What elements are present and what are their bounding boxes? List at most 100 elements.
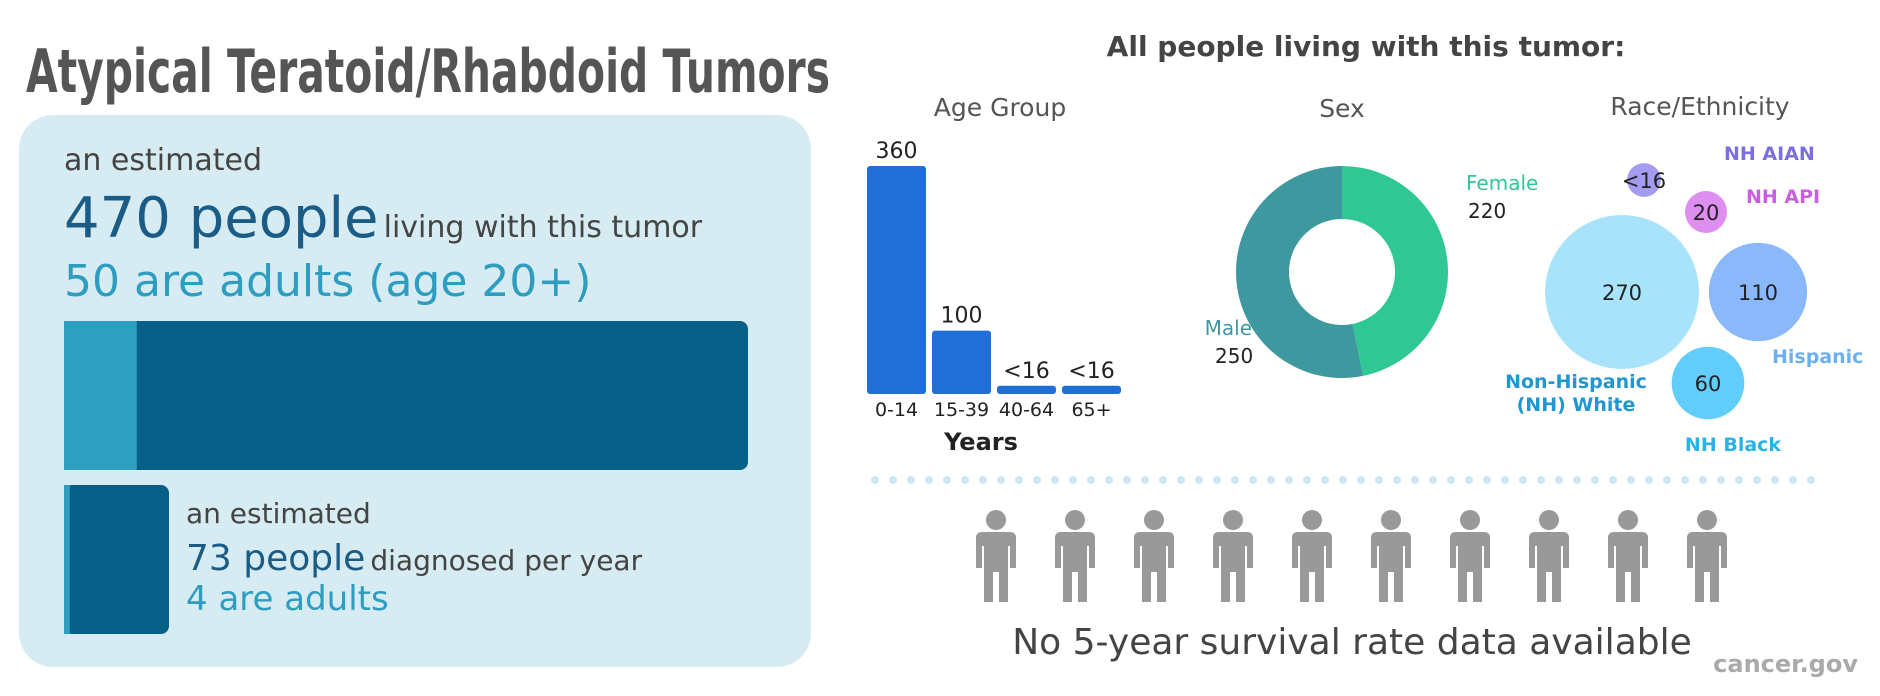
person-body (1213, 532, 1253, 602)
x-axis-label: Years (943, 428, 1018, 456)
divider-dot (943, 476, 951, 484)
person-head (1381, 510, 1401, 530)
divider-dot (1249, 476, 1257, 484)
divider-dot (1105, 476, 1113, 484)
source: cancer.gov (1713, 650, 1858, 678)
person-body (1450, 532, 1490, 602)
person-head (1144, 510, 1164, 530)
person-head (1539, 510, 1559, 530)
person-head (1697, 510, 1717, 530)
person-body (1687, 532, 1727, 602)
bar (867, 166, 926, 394)
person-icon (1371, 510, 1411, 602)
adult-bar (64, 321, 137, 470)
divider-dot (1771, 476, 1779, 484)
value-label: 60 (1695, 372, 1722, 396)
divider-dot (1663, 476, 1671, 484)
lead-text: an estimated (64, 143, 262, 178)
divider-dot (1501, 476, 1509, 484)
bubble (1545, 215, 1699, 369)
divider-dot (1681, 476, 1689, 484)
category-label: NH API (1746, 186, 1820, 208)
value-label: <16 (1003, 359, 1049, 384)
divider-dot (1321, 476, 1329, 484)
value-label: <16 (1622, 169, 1666, 193)
incidence-text: diagnosed per year (370, 544, 642, 577)
incidence-count: 73 people (186, 538, 365, 579)
person-head (1065, 510, 1085, 530)
person-head (1460, 510, 1480, 530)
divider-dot (1231, 476, 1239, 484)
person-icon (1292, 510, 1332, 602)
divider-dot (1429, 476, 1437, 484)
divider-dot (1483, 476, 1491, 484)
value-label: 250 (1215, 344, 1253, 368)
prevalence-text: living with this tumor (384, 210, 703, 245)
divider-dot (1267, 476, 1275, 484)
divider-dot (1033, 476, 1041, 484)
prevalence-count: 470 people (64, 186, 379, 251)
x-tick-label: 65+ (1071, 399, 1111, 421)
divider-dot (1717, 476, 1725, 484)
divider-dot (1159, 476, 1167, 484)
category-label: NH Black (1685, 434, 1781, 456)
prevalence-line: 470 people living with this tumor (64, 186, 703, 251)
incidence-adults: 4 are adults (186, 579, 389, 619)
divider-dot (1393, 476, 1401, 484)
bubble (1627, 163, 1661, 197)
divider-dot (1375, 476, 1383, 484)
value-label: 110 (1738, 281, 1778, 305)
category-label: Male (1205, 316, 1252, 340)
chart-title: Sex (1319, 94, 1365, 123)
divider-dot (889, 476, 897, 484)
divider-dot (1555, 476, 1563, 484)
donut-slice (1342, 166, 1448, 376)
divider-dot (871, 476, 879, 484)
person-icon (1134, 510, 1174, 602)
divider-dot (907, 476, 915, 484)
section-title: All people living with this tumor: (1107, 30, 1626, 63)
person-icon (1055, 510, 1095, 602)
chart-title: Age Group (934, 93, 1066, 122)
person-icon (976, 510, 1016, 602)
divider-dot (1015, 476, 1023, 484)
divider-dot (961, 476, 969, 484)
lead-text: an estimated (186, 497, 371, 530)
divider-dot (1753, 476, 1761, 484)
value-label: 20 (1693, 201, 1720, 225)
value-label: 100 (941, 304, 983, 329)
person-body (1134, 532, 1174, 602)
person-icon (1213, 510, 1253, 602)
person-body (1529, 532, 1569, 602)
x-tick-label: 15-39 (934, 399, 989, 421)
survival-note: No 5-year survival rate data available (1012, 622, 1692, 663)
divider-dot (1627, 476, 1635, 484)
bubble (1685, 191, 1727, 233)
adult-bar (64, 485, 70, 634)
divider-dot (1807, 476, 1815, 484)
total-bar (64, 321, 748, 470)
category-label: Hispanic (1772, 346, 1863, 368)
divider-dot (1447, 476, 1455, 484)
divider-dot (1789, 476, 1797, 484)
person-head (1223, 510, 1243, 530)
total-bar (64, 485, 169, 634)
divider-dot (1735, 476, 1743, 484)
divider-dot (1573, 476, 1581, 484)
divider-dot (1303, 476, 1311, 484)
prevalence-adults: 50 are adults (age 20+) (64, 256, 591, 307)
divider-dot (1087, 476, 1095, 484)
bubble (1671, 346, 1745, 420)
incidence-line: 73 people diagnosed per year (186, 538, 643, 579)
person-icon (1450, 510, 1490, 602)
person-icon (1529, 510, 1569, 602)
bar (932, 330, 991, 394)
category-label: Female (1466, 171, 1538, 195)
value-label: 220 (1468, 199, 1506, 223)
person-body (1055, 532, 1095, 602)
divider-dot (1285, 476, 1293, 484)
value-label: <16 (1068, 359, 1114, 384)
person-head (1618, 510, 1638, 530)
